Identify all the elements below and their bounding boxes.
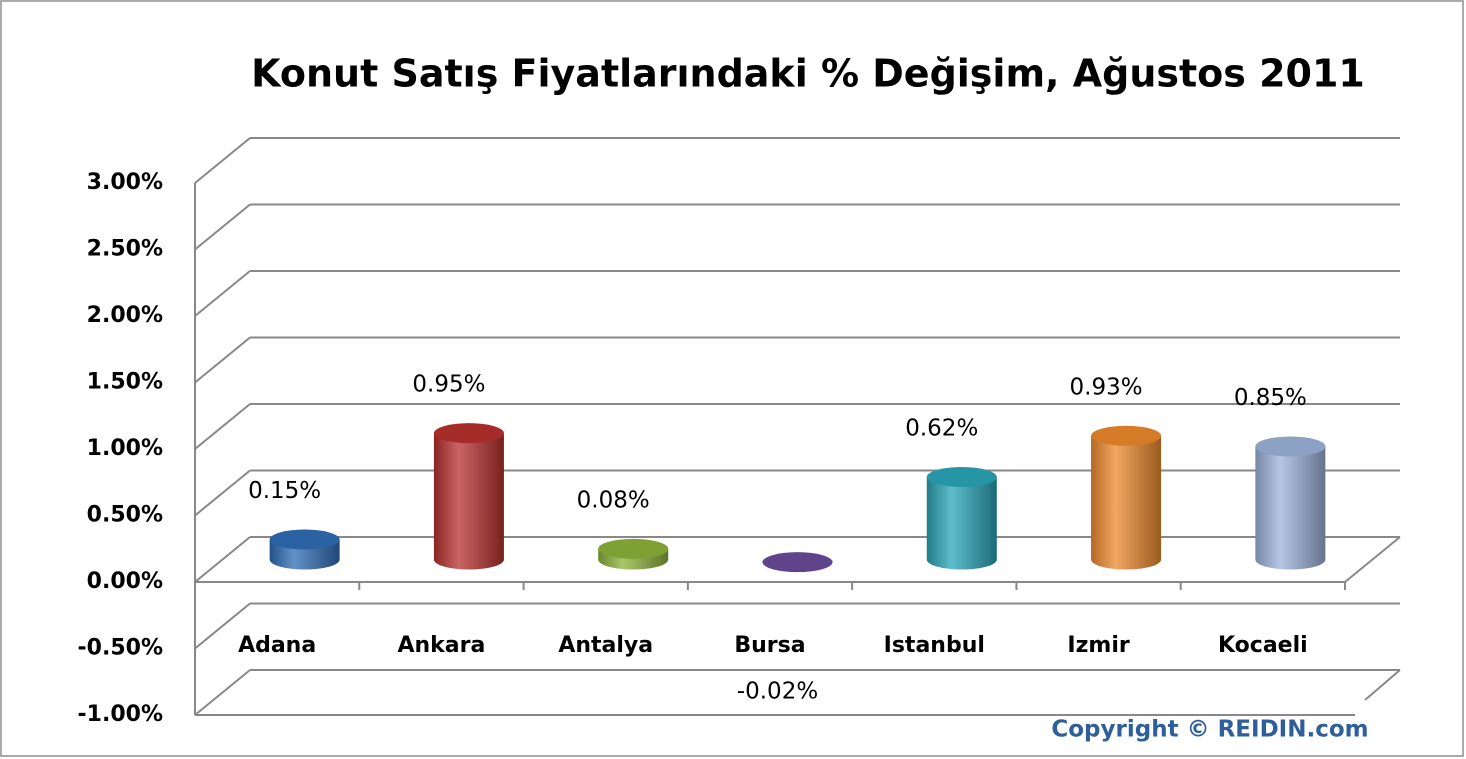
bar-body bbox=[1255, 446, 1326, 570]
value-label: 0.08% bbox=[577, 487, 650, 513]
y-tick-label: -1.00% bbox=[78, 702, 163, 727]
x-tick-label: Kocaeli bbox=[1218, 633, 1308, 658]
bar bbox=[433, 423, 504, 570]
x-tick-label: Bursa bbox=[734, 633, 805, 658]
x-tick-label: Adana bbox=[238, 633, 316, 658]
bar-top bbox=[598, 538, 669, 559]
grid-diagonal bbox=[194, 602, 251, 650]
bar bbox=[762, 552, 833, 573]
bar-body bbox=[1091, 435, 1162, 570]
value-label: -0.02% bbox=[737, 679, 818, 705]
x-axis-side bbox=[1344, 536, 1401, 583]
y-tick-label: 3.00% bbox=[87, 170, 163, 195]
bar-body bbox=[433, 433, 504, 570]
x-tick-label: Istanbul bbox=[884, 633, 985, 658]
grid-diagonal bbox=[194, 336, 251, 384]
value-label: 0.95% bbox=[412, 372, 485, 398]
bar bbox=[598, 538, 669, 570]
bar bbox=[1255, 436, 1326, 570]
floor-bottom-side bbox=[1364, 669, 1401, 701]
bar-top bbox=[1255, 436, 1326, 457]
chart-title: Konut Satış Fiyatlarındaki % Değişim, Ağ… bbox=[251, 52, 1365, 96]
bar-top bbox=[269, 529, 340, 550]
x-tick-label: Antalya bbox=[558, 633, 653, 658]
bar bbox=[269, 529, 340, 570]
grid-diagonal bbox=[194, 403, 251, 450]
grid-diagonal bbox=[194, 270, 251, 317]
y-tick-label: -0.50% bbox=[78, 636, 163, 661]
y-tick-label: 2.00% bbox=[87, 303, 163, 328]
y-tick-label: 2.50% bbox=[87, 237, 163, 262]
x-tick-label: Izmir bbox=[1067, 633, 1129, 658]
value-label: 0.85% bbox=[1234, 385, 1307, 411]
y-tick-label: 1.50% bbox=[87, 370, 163, 395]
grid-diagonal bbox=[194, 469, 251, 517]
value-label: 0.62% bbox=[905, 416, 978, 442]
x-tick-label: Ankara bbox=[397, 633, 485, 658]
copyright: Copyright © REIDIN.com bbox=[1051, 717, 1368, 743]
bar-top bbox=[1091, 425, 1162, 446]
y-tick-label: 0.50% bbox=[87, 503, 163, 528]
bar-top bbox=[926, 467, 997, 488]
grid-diagonal bbox=[194, 137, 251, 184]
grid-diagonal bbox=[194, 203, 251, 251]
grid-diagonal bbox=[194, 669, 251, 716]
bar bbox=[926, 467, 997, 570]
bar bbox=[1091, 425, 1162, 570]
value-label: 0.93% bbox=[1070, 374, 1143, 400]
bar-top bbox=[433, 423, 504, 444]
bar-top bbox=[762, 552, 833, 573]
grid-diagonal bbox=[194, 536, 251, 583]
y-tick-label: 1.00% bbox=[87, 436, 163, 461]
value-label: 0.15% bbox=[248, 478, 321, 504]
bar-body bbox=[926, 477, 997, 570]
y-tick-label: 0.00% bbox=[87, 569, 163, 594]
